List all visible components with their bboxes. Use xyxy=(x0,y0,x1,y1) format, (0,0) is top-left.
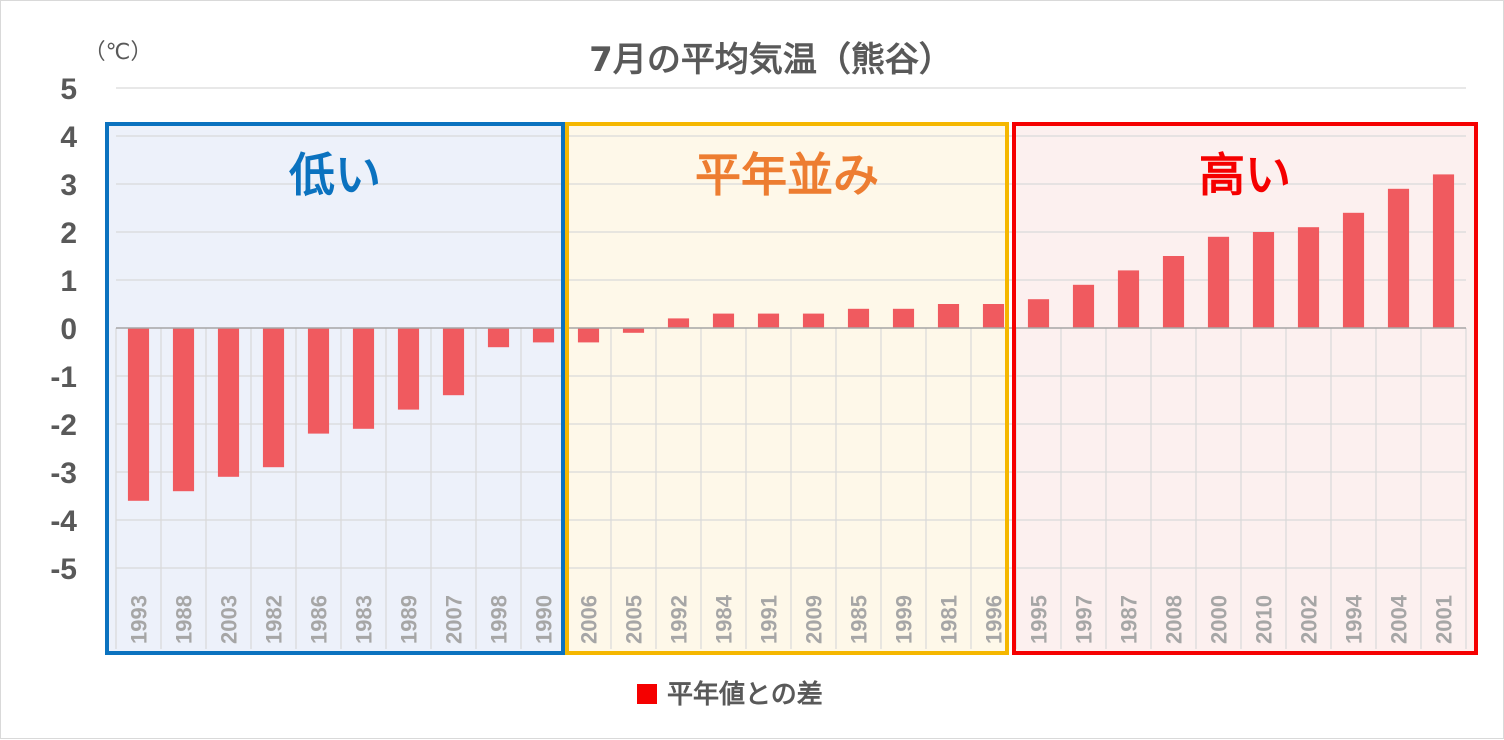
bar-2002 xyxy=(1297,227,1320,328)
x-tick-label: 1981 xyxy=(937,595,962,644)
bar-2009 xyxy=(802,313,825,328)
y-tick-label: 1 xyxy=(60,265,77,298)
bar-1996 xyxy=(982,304,1005,328)
bar-1988 xyxy=(172,328,195,492)
region-bg-1 xyxy=(565,122,1009,655)
bar-1992 xyxy=(667,318,690,328)
bar-1998 xyxy=(487,328,510,348)
bar-2006 xyxy=(577,328,600,343)
x-tick-label: 2000 xyxy=(1207,595,1232,644)
region-label-1: 平年並み xyxy=(695,148,879,202)
x-tick-label: 1983 xyxy=(352,595,377,644)
x-tick-label: 2006 xyxy=(577,595,602,644)
bar-2000 xyxy=(1207,236,1230,328)
y-tick-label: 5 xyxy=(60,73,77,106)
x-tick-label: 2008 xyxy=(1162,595,1187,644)
x-tick-label: 1984 xyxy=(712,594,737,644)
bar-2010 xyxy=(1252,232,1275,328)
bar-1994 xyxy=(1342,212,1365,328)
x-tick-label: 1986 xyxy=(307,595,332,644)
x-tick-label: 1992 xyxy=(667,595,692,644)
x-tick-label: 1996 xyxy=(982,595,1007,644)
x-tick-label: 1993 xyxy=(127,595,152,644)
bar-1990 xyxy=(532,328,555,343)
bar-2003 xyxy=(217,328,240,477)
bar-1987 xyxy=(1117,270,1140,328)
y-tick-label: 4 xyxy=(60,121,77,154)
x-tick-label: 1991 xyxy=(757,595,782,644)
y-tick-label: -1 xyxy=(50,361,77,394)
x-tick-label: 1985 xyxy=(847,595,872,644)
y-tick-label: -4 xyxy=(50,505,77,538)
bar-1989 xyxy=(397,328,420,410)
bar-2008 xyxy=(1162,256,1185,328)
y-tick-label: 2 xyxy=(60,217,77,250)
y-tick-label: 3 xyxy=(60,169,77,202)
chart-title: 7月の平均気温（熊谷） xyxy=(589,40,953,80)
bar-2001 xyxy=(1432,174,1455,328)
x-tick-label: 1994 xyxy=(1342,594,1367,644)
bar-1997 xyxy=(1072,284,1095,328)
x-tick-label: 1997 xyxy=(1072,595,1097,644)
x-tick-label: 1990 xyxy=(532,595,557,644)
x-tick-label: 1999 xyxy=(892,595,917,644)
x-tick-label: 1995 xyxy=(1027,595,1052,644)
x-tick-label: 2007 xyxy=(442,595,467,644)
x-tick-label: 1987 xyxy=(1117,595,1142,644)
bar-1983 xyxy=(352,328,375,429)
x-tick-label: 1989 xyxy=(397,595,422,644)
bar-1982 xyxy=(262,328,285,468)
x-tick-label: 1982 xyxy=(262,595,287,644)
y-tick-label: -2 xyxy=(50,409,77,442)
region-border-2 xyxy=(1012,122,1478,655)
x-tick-label: 2003 xyxy=(217,595,242,644)
x-tick-label: 2004 xyxy=(1387,594,1412,644)
bar-1986 xyxy=(307,328,330,434)
x-tick-label: 1988 xyxy=(172,595,197,644)
x-tick-label: 2001 xyxy=(1432,595,1457,644)
region-border-0 xyxy=(105,122,565,655)
x-tick-label: 2010 xyxy=(1252,595,1277,644)
bar-1999 xyxy=(892,308,915,328)
bar-1985 xyxy=(847,308,870,328)
bar-1993 xyxy=(127,328,150,501)
x-tick-label: 2002 xyxy=(1297,595,1322,644)
x-tick-label: 2005 xyxy=(622,595,647,644)
y-tick-label: 0 xyxy=(60,313,77,346)
bar-1981 xyxy=(937,304,960,328)
bar-1984 xyxy=(712,313,735,328)
x-tick-label: 1998 xyxy=(487,595,512,644)
bar-2007 xyxy=(442,328,465,396)
bar-1991 xyxy=(757,313,780,328)
unit-label: （℃） xyxy=(84,40,153,65)
region-border-1 xyxy=(565,122,1009,655)
bar-1995 xyxy=(1027,299,1050,328)
legend-marker xyxy=(637,684,657,704)
x-tick-label: 2009 xyxy=(802,595,827,644)
bar-2004 xyxy=(1387,188,1410,328)
bar-2005 xyxy=(622,328,645,333)
region-label-2: 高い xyxy=(1199,148,1291,202)
legend-label: 平年値との差 xyxy=(667,679,823,710)
region-label-0: 低い xyxy=(289,148,381,202)
y-tick-label: -3 xyxy=(50,457,77,490)
y-tick-label: -5 xyxy=(50,553,77,586)
